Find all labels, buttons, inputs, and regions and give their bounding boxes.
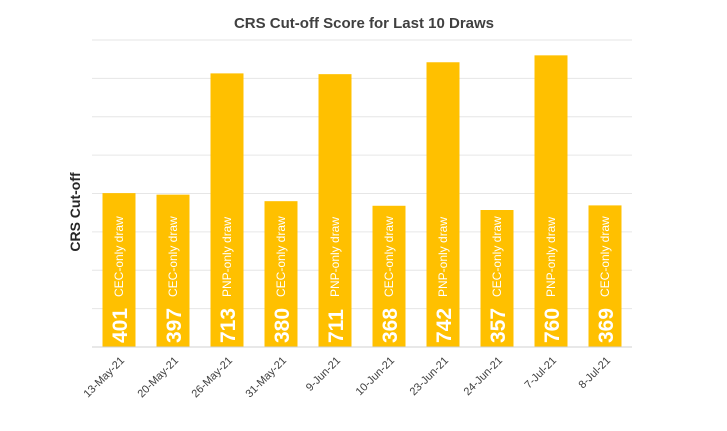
bar-24-Jun-21: [480, 210, 514, 347]
draw-type-label: PNP-only draw: [544, 217, 558, 297]
draw-type-label: CEC-only draw: [112, 216, 126, 297]
bar-26-May-21: [210, 73, 244, 347]
bars: [102, 55, 622, 347]
x-tick-label: 20-May-21: [135, 355, 181, 401]
draw-type-label: CEC-only draw: [166, 216, 180, 297]
bar-9-Jun-21: [318, 74, 352, 347]
x-tick-label: 13-May-21: [81, 355, 127, 401]
x-tick-labels: 13-May-21 20-May-21 26-May-21 31-May-21 9-Ju…: [81, 355, 613, 401]
draw-type-label: PNP-only draw: [220, 217, 234, 297]
x-tick-label: 10-Jun-21: [354, 355, 398, 399]
x-tick-label: 8-Jul-21: [577, 355, 614, 392]
draw-type-label: CEC-only draw: [382, 216, 396, 297]
value-label: 380: [271, 308, 294, 343]
data-labels: 401 CEC-only draw 397 CEC-only draw 713 PNP-o…: [109, 216, 618, 343]
draw-type-label: PNP-only draw: [328, 217, 342, 297]
x-tick-label: 24-Jun-21: [462, 355, 506, 399]
x-tick-label: 26-May-21: [189, 355, 235, 401]
value-label: 357: [487, 308, 510, 343]
value-label: 401: [109, 308, 132, 343]
value-label: 397: [163, 308, 186, 343]
bar-10-Jun-21: [372, 205, 406, 347]
x-tick-label: 9-Jun-21: [304, 355, 343, 394]
value-label: 742: [433, 308, 456, 343]
x-tick-label: 7-Jul-21: [523, 355, 560, 392]
bar-23-Jun-21: [426, 62, 460, 347]
value-label: 713: [217, 308, 240, 343]
value-label: 369: [595, 308, 618, 343]
bar-13-May-21: [102, 193, 136, 347]
y-axis-label: CRS Cut-off: [67, 172, 83, 252]
bar-7-Jul-21: [534, 55, 568, 347]
draw-type-label: CEC-only draw: [598, 216, 612, 297]
bar-31-May-21: [264, 201, 298, 347]
draw-type-label: CEC-only draw: [490, 216, 504, 297]
x-tick-label: 23-Jun-21: [408, 355, 452, 399]
draw-type-label: PNP-only draw: [436, 217, 450, 297]
value-label: 711: [325, 309, 348, 343]
draw-type-label: CEC-only draw: [274, 216, 288, 297]
bar-8-Jul-21: [588, 205, 622, 347]
chart-title: CRS Cut-off Score for Last 10 Draws: [234, 15, 494, 32]
value-label: 760: [541, 308, 564, 343]
value-label: 368: [379, 308, 402, 343]
x-tick-label: 31-May-21: [243, 355, 289, 401]
bar-20-May-21: [156, 194, 190, 347]
